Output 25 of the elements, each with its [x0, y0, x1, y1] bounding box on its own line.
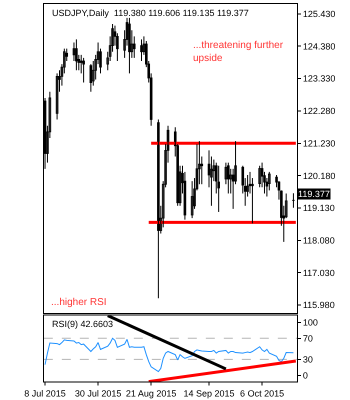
x-tick-label: 8 Jul 2015: [24, 388, 66, 398]
chart-title: USDJPY,Daily 119.380 119.606 119.135 119.377: [52, 8, 249, 18]
y-tick-label: 123.330: [302, 74, 336, 84]
y-tick-label: 119.130: [302, 203, 335, 214]
x-tick-label: 30 Jul 2015: [74, 388, 122, 398]
annotation: ...higher RSI: [51, 297, 107, 308]
annotation: ...threatening further upside: [193, 40, 284, 64]
line-series: [44, 338, 294, 372]
x-tick-label: 21 Aug 2015: [126, 388, 176, 398]
x-tick-label: 14 Sep 2015: [183, 388, 235, 398]
y-tick-label: 121.230: [302, 138, 336, 148]
y-tick-label: 117.030: [302, 268, 335, 278]
y-tick-label: 118.080: [302, 235, 335, 246]
y-tick-label: 122.280: [302, 106, 336, 116]
y-tick-label: 70: [302, 333, 313, 344]
text: 119.377: [298, 189, 330, 199]
y-tick-label: 100: [302, 318, 318, 328]
y-tick-label: 0: [302, 370, 308, 380]
x-tick-label: 6 Oct 2015: [240, 388, 284, 398]
y-tick-label: 115.980: [302, 300, 335, 310]
y-tick-label: 120.180: [302, 170, 336, 181]
y-tick-label: 125.430: [302, 9, 336, 20]
y-tick-label: 124.380: [302, 41, 336, 52]
y-tick-label: 30: [302, 354, 313, 365]
chart-title: RSI(9) 42.6603: [52, 319, 114, 329]
